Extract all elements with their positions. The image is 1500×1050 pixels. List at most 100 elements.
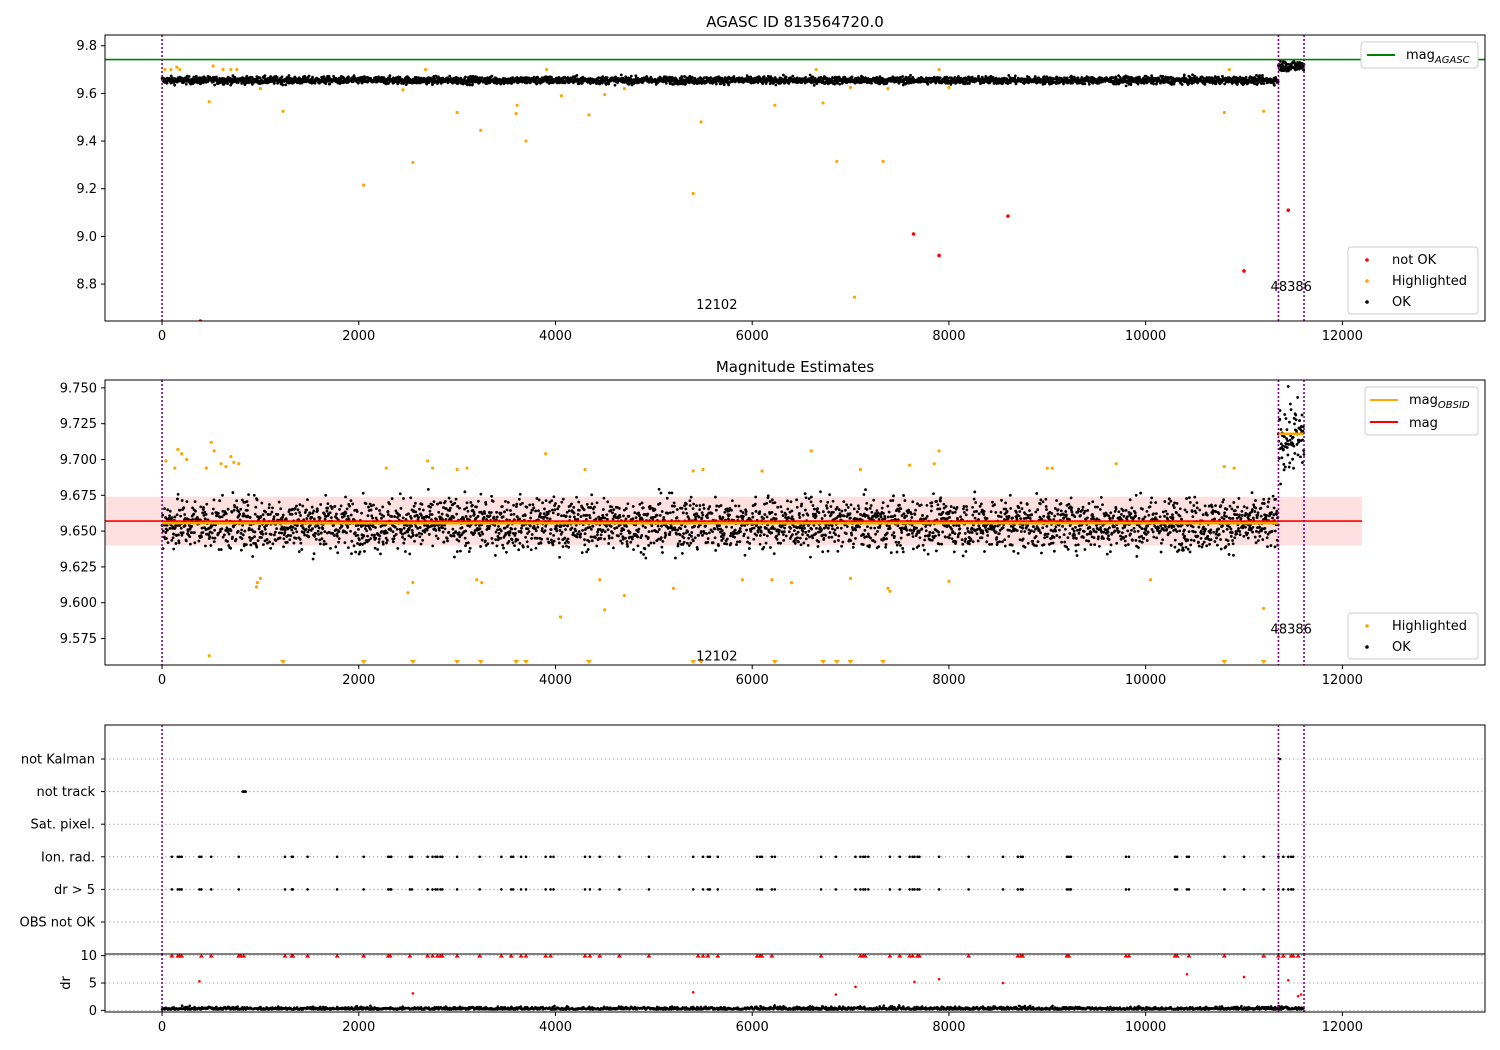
ok-point [538, 512, 542, 515]
ok-point [448, 74, 452, 78]
ok-point [554, 502, 557, 505]
ok-point [345, 531, 348, 535]
ok-point [372, 503, 375, 507]
ok-point [516, 538, 520, 542]
ok-point [337, 540, 341, 544]
highlighted-point [773, 103, 777, 107]
ok-point [528, 524, 532, 528]
x-tick-label: 4000 [539, 329, 572, 344]
highlighted-point [178, 67, 182, 72]
ok-point [242, 512, 245, 516]
ok-point [1188, 81, 1191, 85]
ok-point [560, 500, 564, 504]
ok-point [323, 512, 326, 516]
ok-point [378, 534, 382, 538]
ok-point [322, 539, 326, 543]
ok-point [977, 74, 980, 78]
ok-point [221, 493, 224, 497]
ok-point [245, 543, 248, 547]
ok-point [319, 503, 323, 506]
highlighted-point [258, 87, 263, 91]
ok-point [366, 534, 369, 538]
ok-point [212, 540, 216, 544]
ok-point [356, 523, 360, 527]
ok-point [210, 524, 214, 528]
ok-point [392, 537, 396, 541]
y-tick-label: 8.8 [76, 278, 97, 293]
ok-point [413, 539, 416, 543]
ok-point [335, 534, 339, 538]
ok-point [388, 74, 392, 78]
ok-point [395, 527, 399, 531]
ok-point [266, 541, 269, 545]
ok-point [534, 529, 538, 533]
ok-point [511, 532, 515, 535]
ok-point [183, 513, 187, 516]
ok-point [301, 504, 305, 508]
ok-point [337, 530, 341, 534]
ok-point [1258, 74, 1261, 77]
ok-point [293, 507, 297, 510]
ok-point [493, 524, 497, 527]
ok-point [520, 526, 523, 530]
ok-point [480, 538, 484, 542]
highlighted-point [229, 67, 233, 72]
ok-point [469, 501, 473, 504]
ok-point [1238, 75, 1242, 79]
ok-point [264, 532, 268, 536]
ok-point [405, 524, 409, 527]
ok-point [241, 523, 245, 527]
ok-point [269, 546, 273, 550]
ok-point [398, 75, 402, 79]
legend-not-ok: not OK [1392, 253, 1437, 268]
ok-point [526, 532, 529, 535]
ok-point [507, 533, 511, 537]
ok-point [387, 81, 391, 85]
ok-point [443, 499, 447, 503]
ok-point [168, 514, 172, 518]
ok-point [535, 536, 539, 540]
ok-point [263, 527, 267, 531]
ok-point [353, 531, 357, 535]
ok-point [477, 524, 481, 527]
ok-point [493, 553, 497, 557]
ok-point [427, 81, 431, 84]
ok-point [534, 546, 538, 550]
ok-point [180, 533, 184, 537]
ok-point [389, 528, 393, 532]
not-ok-point [937, 253, 941, 258]
ok-point [553, 504, 556, 508]
ok-point [518, 492, 522, 496]
ok-point [192, 512, 196, 516]
ok-point [891, 75, 895, 79]
ok-point [1065, 76, 1069, 80]
ok-point [826, 82, 830, 86]
ok-point [288, 538, 292, 541]
ok-point [370, 533, 374, 537]
ok-point [513, 544, 516, 548]
ok-point [450, 534, 454, 538]
ok-point [184, 82, 188, 86]
ok-point [411, 531, 414, 535]
ok-point [175, 513, 179, 517]
ok-point [221, 535, 225, 539]
ok-point [634, 74, 638, 78]
ok-point [379, 552, 382, 556]
ok-point [435, 518, 438, 521]
ok-point [355, 510, 359, 513]
ok-point [702, 76, 706, 80]
panel-agasc: AGASC ID 813564720.0 0 2000 4000 6000 8000 10… [76, 13, 1486, 344]
ok-point [605, 76, 609, 80]
ok-point [239, 548, 243, 552]
panel-agasc-plot-area [105, 35, 1485, 321]
ok-point [282, 533, 286, 537]
ok-point [364, 524, 368, 528]
ok-point [292, 541, 296, 545]
ok-point [480, 76, 484, 80]
highlighted-point [479, 128, 483, 132]
ok-point [346, 515, 350, 518]
ok-point [316, 509, 319, 512]
ok-point [553, 508, 557, 512]
ok-point [409, 516, 413, 520]
ok-point [1126, 75, 1130, 79]
